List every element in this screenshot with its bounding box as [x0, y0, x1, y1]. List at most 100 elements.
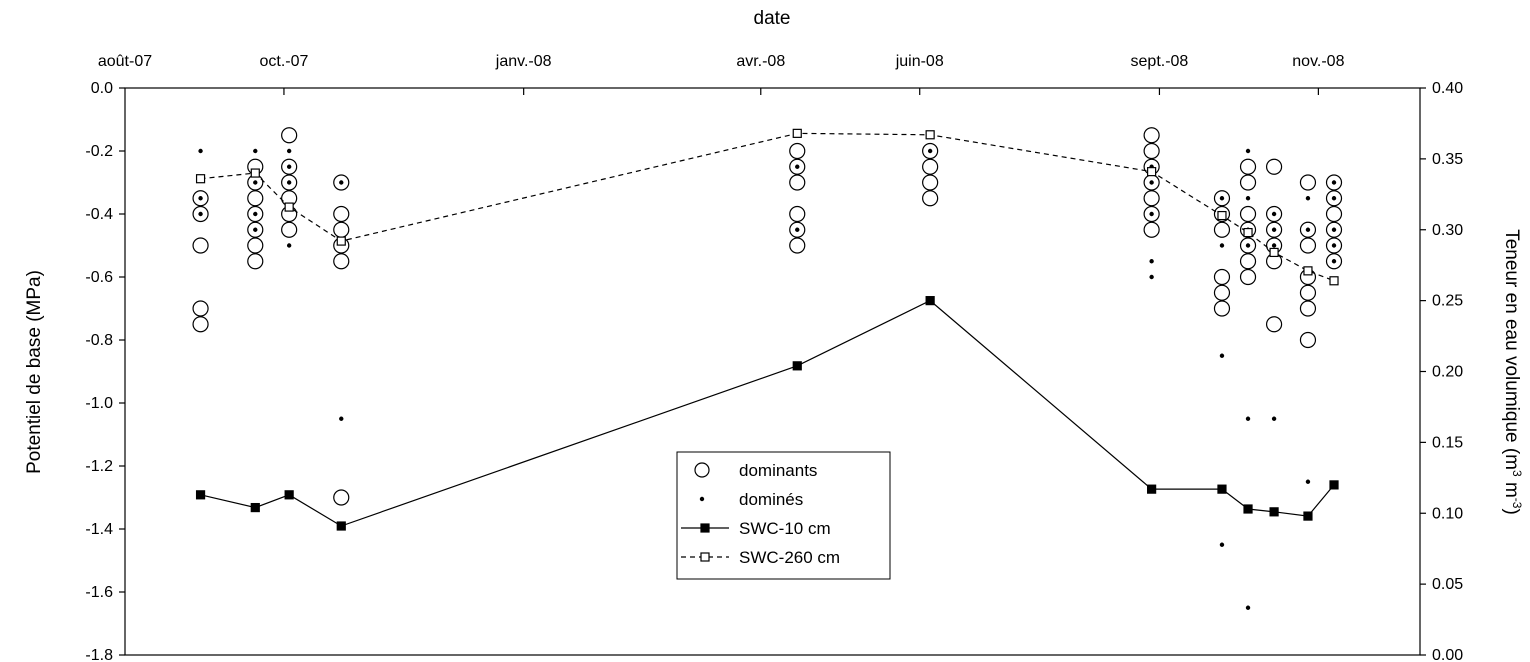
dominants-point — [922, 158, 939, 175]
dominants-point — [333, 174, 350, 191]
domin-s-point — [1305, 196, 1311, 201]
legend-symbol-swc-260-cm — [700, 552, 710, 562]
legend: dominants dominés SWC-10 cm SWC-260 cm — [676, 451, 891, 580]
dominants-point — [247, 190, 264, 207]
legend-symbol-swc-10-cm — [700, 523, 710, 533]
dominants-point — [247, 205, 264, 223]
y-right-tick-label: 0.00 — [1432, 647, 1463, 662]
dominants-point — [281, 158, 298, 175]
domin-s-point — [1245, 605, 1251, 610]
swc-260-cm-point — [1243, 227, 1253, 238]
dominants-point — [247, 237, 264, 254]
legend-label-domin-s: dominés — [739, 490, 803, 509]
dominants-point — [1299, 221, 1317, 238]
y-axis-right: 0.40 0.35 0.30 0.25 0.20 0.15 0.10 0.05 0.00 — [1420, 80, 1463, 662]
swc-260-cm-point — [195, 174, 206, 184]
dominants-point — [1239, 253, 1257, 270]
y-right-title-sup1: 3 — [1510, 470, 1524, 477]
dominants-point — [1325, 221, 1343, 238]
legend-label-swc-10-cm: SWC-10 cm — [739, 519, 831, 538]
domin-s-point — [339, 180, 344, 185]
dominants-point — [1299, 174, 1317, 191]
legend-label-swc-260-cm: SWC-260 cm — [739, 548, 840, 567]
dominants-point — [247, 221, 264, 238]
dominants-point — [1325, 190, 1343, 207]
domin-s-point — [1331, 227, 1337, 232]
dominants-point — [333, 253, 350, 270]
y-left-tick-label: -1.8 — [85, 647, 113, 662]
dominants-point — [247, 253, 264, 270]
dominants-point — [192, 237, 209, 254]
dominants-point — [1265, 316, 1283, 333]
dominants-point — [922, 142, 939, 160]
swc-10-cm-line — [200, 299, 1335, 527]
domin-s-point — [198, 196, 203, 201]
dominants-point — [789, 205, 806, 223]
domin-s-point — [1245, 243, 1251, 248]
domin-s-point — [1245, 416, 1251, 421]
domin-s-point — [1331, 259, 1337, 264]
dominants-point — [789, 221, 806, 238]
swc-10-cm-point — [1269, 507, 1279, 517]
y-axis-right-title: Teneur en eau volumique (m3 m-3) — [1501, 229, 1524, 515]
dominants-point — [1299, 237, 1317, 254]
y-right-tick-label: 0.10 — [1432, 505, 1463, 522]
swc-260-cm-point — [1147, 167, 1157, 177]
x-tick-label: août-07 — [98, 53, 152, 70]
domin-s-point — [339, 416, 344, 421]
swc-260-cm-point — [284, 202, 294, 212]
y-right-title-end: ) — [1501, 508, 1522, 514]
x-tick-label: nov.-08 — [1292, 53, 1344, 70]
dominants-point — [192, 190, 209, 207]
dominants-point — [1213, 190, 1231, 207]
swc-260-cm-point — [1269, 247, 1279, 258]
domin-s-point — [1219, 542, 1225, 547]
y-right-title-base: Teneur en eau volumique (m — [1501, 229, 1522, 470]
domin-s-point — [198, 148, 203, 154]
dominants-point — [1213, 268, 1231, 286]
dominants-point — [789, 142, 806, 160]
domin-s-point — [253, 211, 258, 217]
dominants-point — [192, 205, 209, 223]
domin-s-point — [1331, 196, 1337, 201]
domin-s-point — [795, 164, 800, 169]
legend-symbol-domin-s — [699, 496, 705, 502]
dominants-point — [333, 205, 350, 223]
dominants-point — [922, 190, 939, 207]
swc-10-cm-point — [792, 361, 802, 371]
domin-s-point — [1271, 243, 1277, 248]
dominants-point — [922, 174, 939, 191]
domin-s-point — [1149, 180, 1154, 185]
x-tick-label: juin-08 — [895, 53, 944, 70]
dominants-point — [281, 221, 298, 238]
domin-s-point — [286, 164, 292, 169]
domin-s-point — [1305, 479, 1311, 484]
domin-s-point — [253, 227, 258, 232]
swc-10-cm-point — [336, 521, 346, 531]
domin-s-point — [253, 180, 258, 185]
dominants-point — [1213, 221, 1231, 238]
swc-10-cm-point — [925, 296, 935, 306]
dominants-point — [1239, 268, 1257, 286]
domin-s-point — [1245, 196, 1251, 201]
domin-s-point — [1271, 227, 1277, 232]
dominants-point — [1239, 237, 1257, 254]
dominants-point — [1299, 331, 1317, 349]
y-left-tick-label: -0.2 — [85, 143, 113, 160]
dominants-point — [1239, 174, 1257, 191]
y-left-tick-label: -0.8 — [85, 332, 113, 349]
dominants-point — [281, 174, 298, 191]
y-right-tick-label: 0.05 — [1432, 576, 1463, 593]
swc-260-cm-point — [1303, 266, 1313, 276]
swc-10-cm-point — [1147, 484, 1157, 494]
dominants-point — [789, 158, 806, 175]
dominants-point — [1265, 205, 1283, 223]
y-right-title-sup2: -3 — [1510, 498, 1524, 509]
domin-s-point — [795, 227, 800, 232]
swc-10-cm-point — [195, 490, 206, 500]
domin-s-point — [286, 148, 292, 154]
y-right-tick-label: 0.15 — [1432, 434, 1463, 451]
y-left-tick-label: -1.2 — [85, 458, 113, 475]
dominants-point — [1239, 158, 1257, 175]
